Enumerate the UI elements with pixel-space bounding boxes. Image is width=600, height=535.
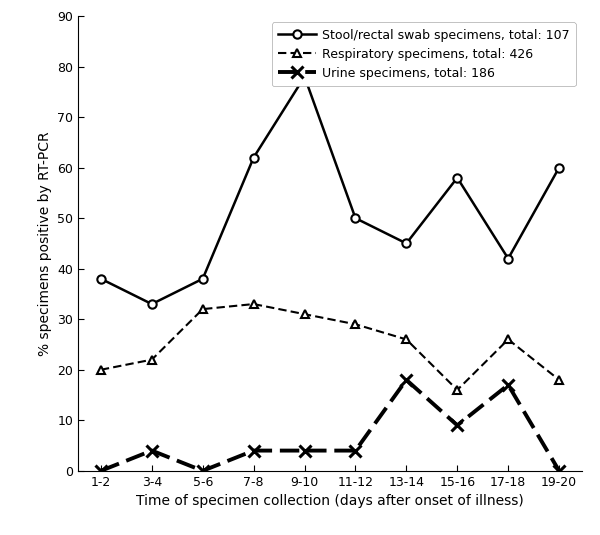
Urine specimens, total: 186: (7, 9): 186: (7, 9)	[454, 422, 461, 429]
Line: Respiratory specimens, total: 426: Respiratory specimens, total: 426	[97, 300, 563, 394]
Respiratory specimens, total: 426: (6, 26): 426: (6, 26)	[403, 336, 410, 342]
Stool/rectal swab specimens, total: 107: (1, 33): 107: (1, 33)	[148, 301, 155, 307]
Respiratory specimens, total: 426: (4, 31): 426: (4, 31)	[301, 311, 308, 317]
Stool/rectal swab specimens, total: 107: (2, 38): 107: (2, 38)	[199, 276, 206, 282]
Line: Urine specimens, total: 186: Urine specimens, total: 186	[95, 374, 565, 476]
Urine specimens, total: 186: (3, 4): 186: (3, 4)	[250, 447, 257, 454]
Urine specimens, total: 186: (6, 18): 186: (6, 18)	[403, 377, 410, 383]
Respiratory specimens, total: 426: (7, 16): 426: (7, 16)	[454, 387, 461, 393]
Stool/rectal swab specimens, total: 107: (3, 62): 107: (3, 62)	[250, 154, 257, 160]
Urine specimens, total: 186: (9, 0): 186: (9, 0)	[556, 468, 563, 474]
Respiratory specimens, total: 426: (5, 29): 426: (5, 29)	[352, 321, 359, 327]
X-axis label: Time of specimen collection (days after onset of illness): Time of specimen collection (days after …	[136, 494, 524, 508]
Stool/rectal swab specimens, total: 107: (9, 60): 107: (9, 60)	[556, 164, 563, 171]
Urine specimens, total: 186: (4, 4): 186: (4, 4)	[301, 447, 308, 454]
Stool/rectal swab specimens, total: 107: (8, 42): 107: (8, 42)	[505, 255, 512, 262]
Stool/rectal swab specimens, total: 107: (7, 58): 107: (7, 58)	[454, 174, 461, 181]
Respiratory specimens, total: 426: (1, 22): 426: (1, 22)	[148, 356, 155, 363]
Urine specimens, total: 186: (1, 4): 186: (1, 4)	[148, 447, 155, 454]
Legend: Stool/rectal swab specimens, total: 107, Respiratory specimens, total: 426, Urin: Stool/rectal swab specimens, total: 107,…	[272, 22, 576, 86]
Line: Stool/rectal swab specimens, total: 107: Stool/rectal swab specimens, total: 107	[97, 73, 563, 308]
Respiratory specimens, total: 426: (8, 26): 426: (8, 26)	[505, 336, 512, 342]
Urine specimens, total: 186: (2, 0): 186: (2, 0)	[199, 468, 206, 474]
Urine specimens, total: 186: (0, 0): 186: (0, 0)	[97, 468, 104, 474]
Respiratory specimens, total: 426: (2, 32): 426: (2, 32)	[199, 306, 206, 312]
Respiratory specimens, total: 426: (0, 20): 426: (0, 20)	[97, 366, 104, 373]
Stool/rectal swab specimens, total: 107: (4, 78): 107: (4, 78)	[301, 73, 308, 80]
Urine specimens, total: 186: (8, 17): 186: (8, 17)	[505, 381, 512, 388]
Respiratory specimens, total: 426: (3, 33): 426: (3, 33)	[250, 301, 257, 307]
Urine specimens, total: 186: (5, 4): 186: (5, 4)	[352, 447, 359, 454]
Stool/rectal swab specimens, total: 107: (0, 38): 107: (0, 38)	[97, 276, 104, 282]
Stool/rectal swab specimens, total: 107: (6, 45): 107: (6, 45)	[403, 240, 410, 247]
Stool/rectal swab specimens, total: 107: (5, 50): 107: (5, 50)	[352, 215, 359, 221]
Y-axis label: % specimens positive by RT-PCR: % specimens positive by RT-PCR	[38, 131, 52, 356]
Respiratory specimens, total: 426: (9, 18): 426: (9, 18)	[556, 377, 563, 383]
